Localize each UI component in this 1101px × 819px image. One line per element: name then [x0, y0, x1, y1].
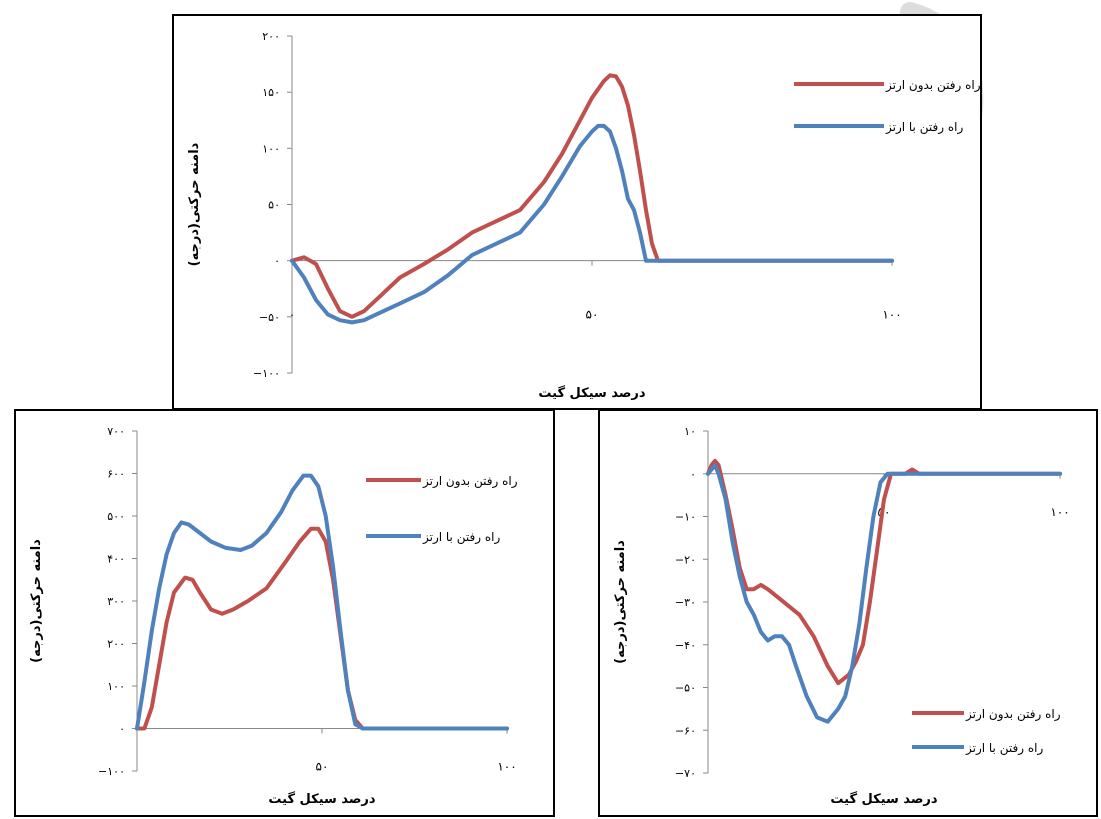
y-tick-label: −۱۰ [675, 511, 696, 524]
y-tick-label: −۳۰ [675, 596, 696, 609]
y-tick-label: ۲۰۰ [107, 638, 125, 651]
chart-panel-top: −۱۰۰ −۵۰ ۰ ۵۰ ۱۰۰ ۱۵۰ ۲۰۰ ۰ ۵۰ ۱۰۰ راه رفتن بدون ا… [172, 14, 982, 410]
legend-label: راه رفتن بدون ارتز [422, 474, 518, 489]
series-line-with-orthosis [706, 463, 1062, 724]
x-axis-title: درصد سیکل گیت [538, 385, 645, 401]
line-chart-bottom-left: −۱۰۰ ۰ ۱۰۰ ۲۰۰ ۳۰۰ ۴۰۰ ۵۰۰ ۶۰۰ ۷۰۰ ۵۰ ۱۰۰ راه رفتن … [29, 425, 518, 807]
series-line-with-orthosis [135, 473, 509, 731]
y-tick-label: −۴۰ [675, 639, 696, 652]
x-tick-label: ۱۰۰ [882, 308, 901, 322]
y-tick-label: −۵۰ [259, 311, 280, 324]
y-tick-label: ۲۰۰ [262, 30, 280, 43]
x-tick-label: ۱۰۰ [1050, 505, 1069, 519]
x-tick-label: ۱۰۰ [497, 760, 516, 774]
y-tick-label: −۷۰ [675, 767, 696, 780]
legend-label: راه رفتن بدون ارتز [885, 78, 980, 93]
y-tick-label: ۱۰ [684, 425, 696, 438]
y-tick-label: ۱۵۰ [262, 86, 280, 99]
x-tick-label: ۵۰ [316, 760, 329, 774]
x-axis-title: درصد سیکل گیت [830, 791, 937, 807]
series-line-with-orthosis [290, 123, 894, 325]
y-tick-label: ۳۰۰ [107, 595, 125, 608]
y-tick-label: ۰ [119, 723, 125, 736]
y-tick-label: ۰ [690, 468, 696, 481]
y-tick-label: ۵۰۰ [107, 510, 125, 523]
legend-label: راه رفتن با ارتز [965, 741, 1043, 756]
y-tick-label: ۷۰۰ [107, 425, 125, 438]
y-tick-label: −۶۰ [675, 724, 696, 737]
y-tick-label: ۱۰۰ [262, 142, 280, 155]
y-axis-title: دامنه حرکتی(درجه) [29, 539, 44, 663]
y-tick-label: −۵۰ [675, 682, 696, 695]
y-tick-label: ۵۰ [268, 199, 280, 212]
line-chart-top: −۱۰۰ −۵۰ ۰ ۵۰ ۱۰۰ ۱۵۰ ۲۰۰ ۰ ۵۰ ۱۰۰ راه رفتن بدون ا… [187, 30, 980, 401]
x-tick-label: ۵۰ [586, 308, 599, 322]
chart-panel-bottom-left: −۱۰۰ ۰ ۱۰۰ ۲۰۰ ۳۰۰ ۴۰۰ ۵۰۰ ۶۰۰ ۷۰۰ ۵۰ ۱۰۰ راه رفتن … [14, 409, 555, 817]
y-axis-title: دامنه حرکتی(درجه) [613, 540, 628, 664]
y-tick-label: ۱۰۰ [107, 680, 125, 693]
series-line-without-orthosis [290, 73, 894, 319]
y-tick-label: −۲۰ [675, 553, 696, 566]
y-tick-label: ۴۰۰ [107, 553, 125, 566]
y-tick-label: −۱۰۰ [98, 765, 125, 778]
x-axis-title: درصد سیکل گیت [268, 791, 375, 807]
y-axis-title: دامنه حرکتی(درجه) [187, 142, 202, 266]
x-tick-label: ۰ [289, 308, 295, 322]
legend-label: راه رفتن بدون ارتز [965, 707, 1061, 722]
series-line-without-orthosis [135, 526, 509, 731]
y-tick-label: ۰ [274, 255, 280, 268]
legend-label: راه رفتن با ارتز [885, 120, 963, 135]
series-line-without-orthosis [706, 458, 1062, 686]
chart-panel-bottom-right: −۷۰ −۶۰ −۵۰ −۴۰ −۳۰ −۲۰ −۱۰ ۰ ۱۰ ۵۰ ۱۰۰ راه رفتن بد… [598, 409, 1098, 817]
y-tick-label: ۶۰۰ [107, 468, 125, 481]
y-tick-label: −۱۰۰ [253, 367, 280, 380]
legend-label: راه رفتن با ارتز [422, 530, 500, 545]
